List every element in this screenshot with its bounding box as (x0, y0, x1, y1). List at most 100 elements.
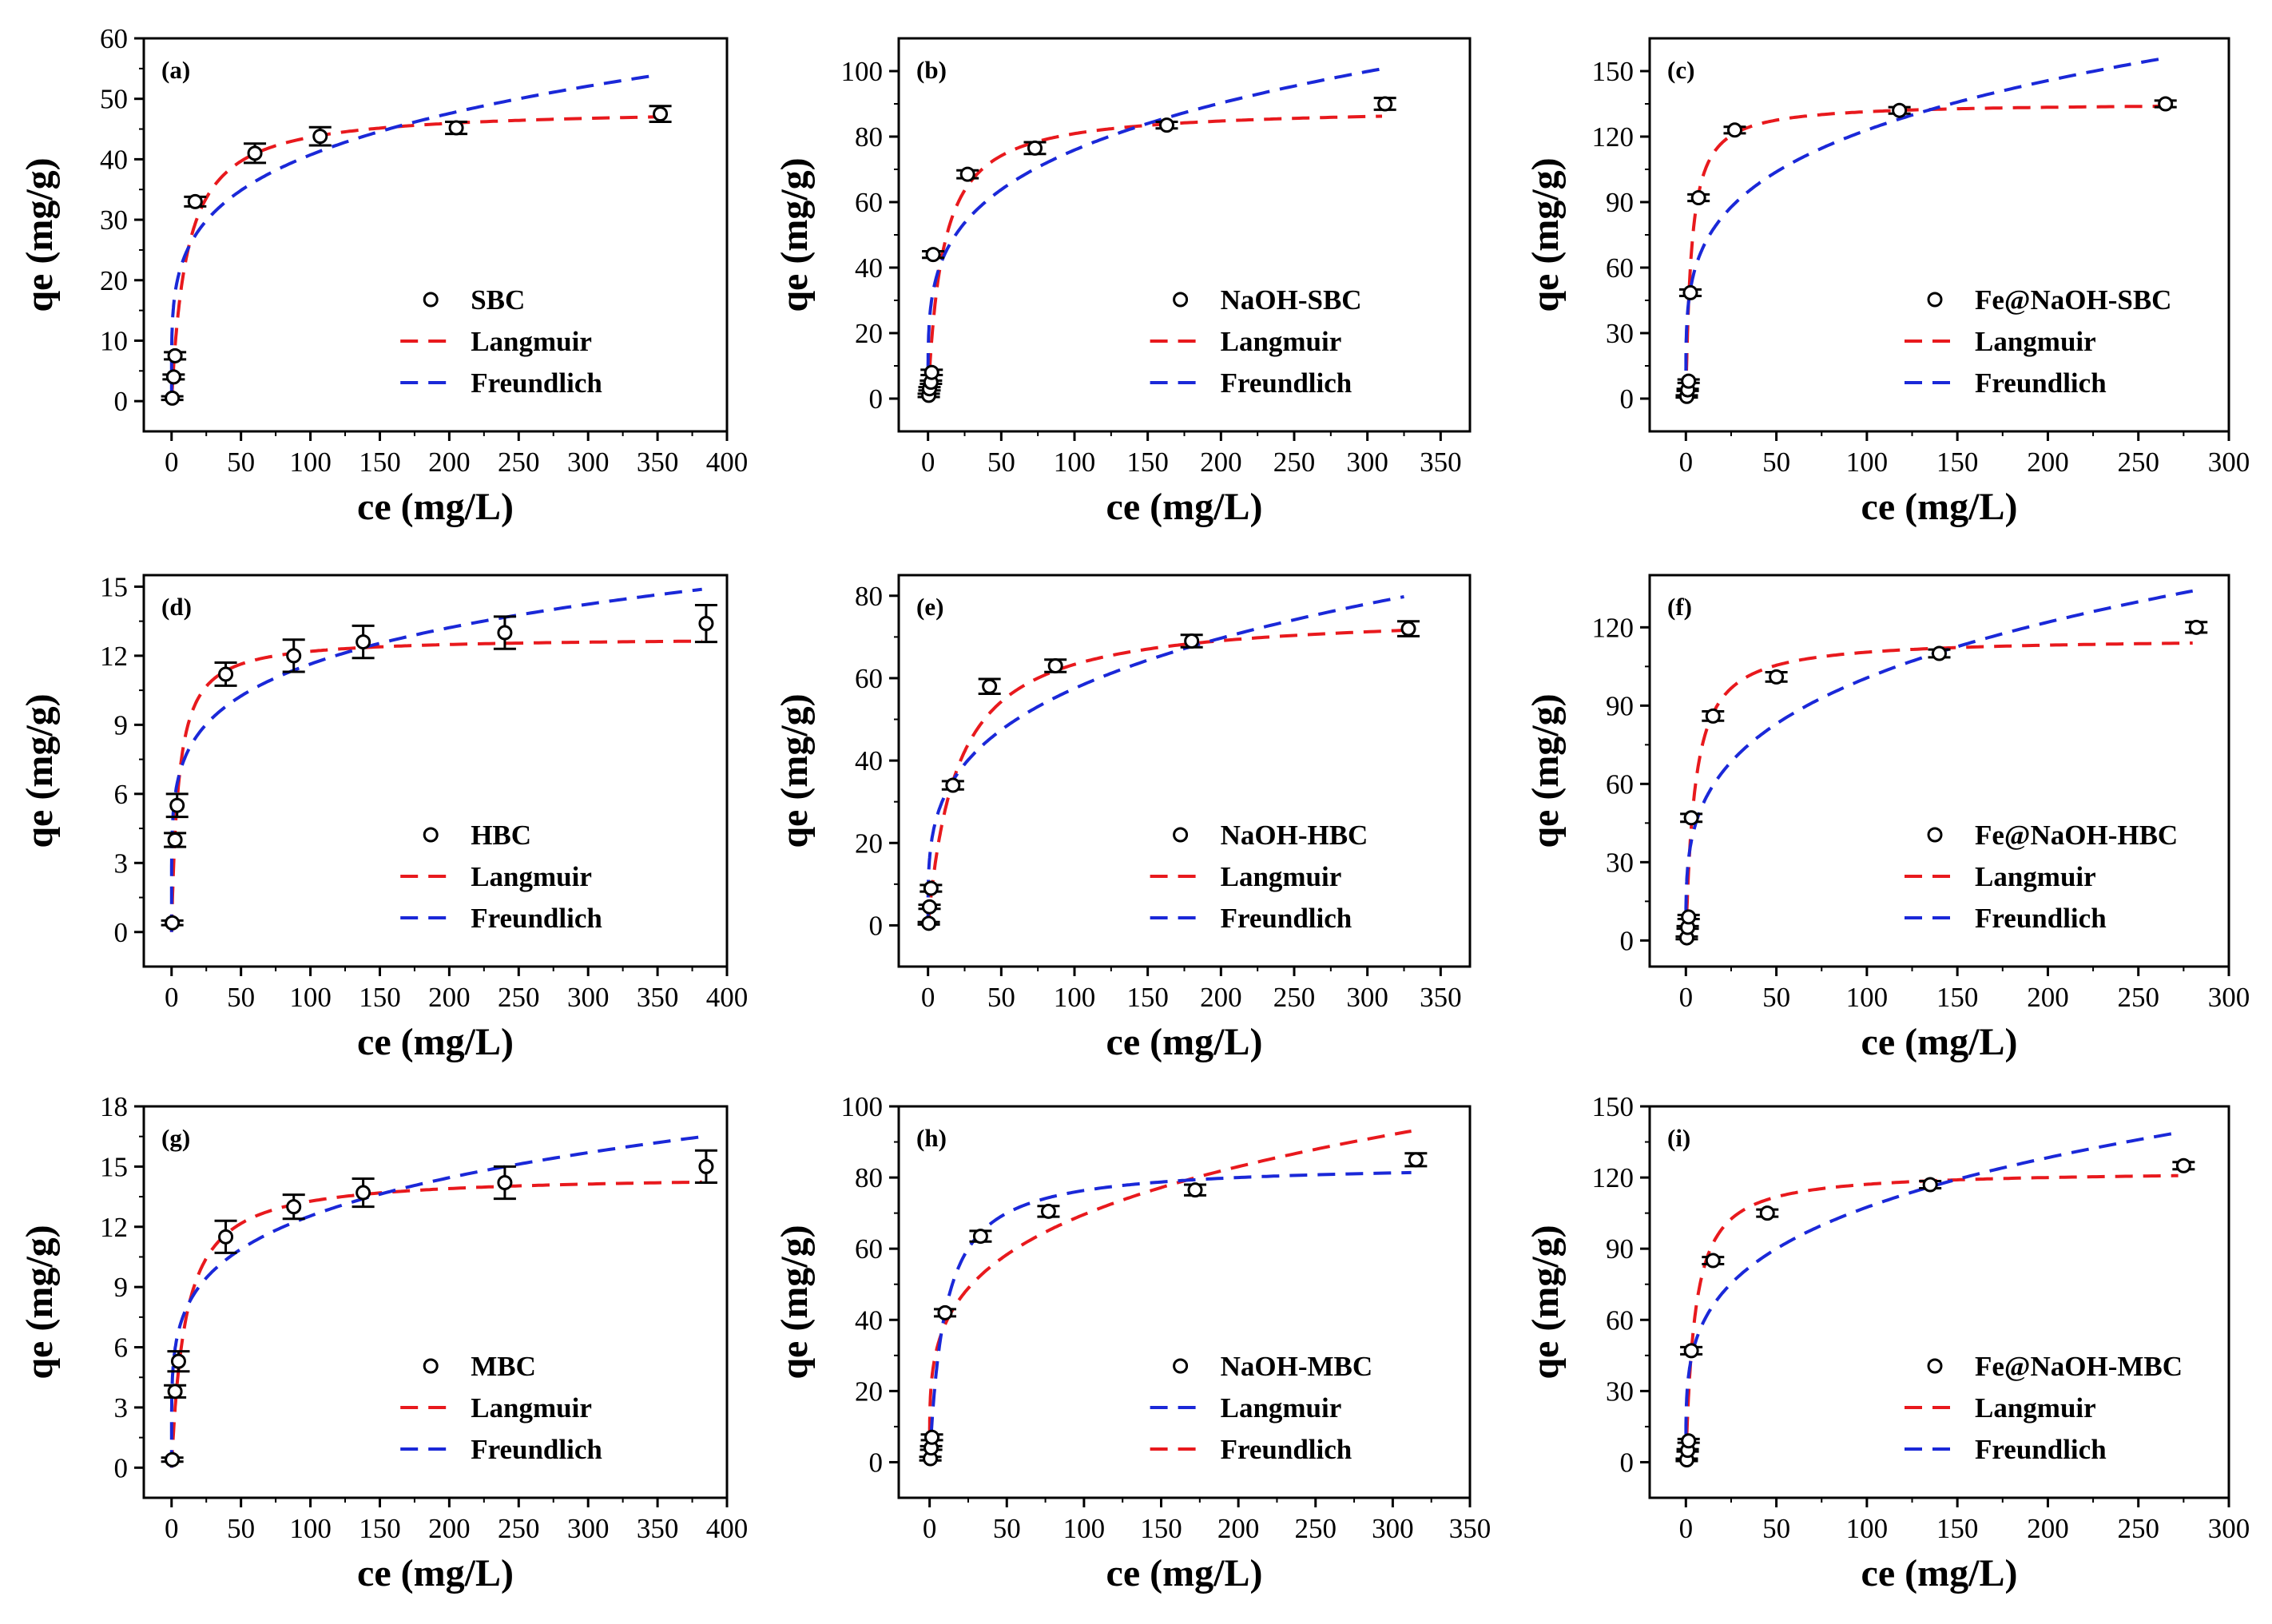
legend: MBC Langmuir Freundlich (400, 1351, 602, 1465)
x-tick-label: 350 (637, 1513, 679, 1544)
x-axis-label: ce (mg/L) (1106, 1552, 1263, 1594)
x-tick-label: 150 (1936, 982, 1979, 1013)
x-axis-label: ce (mg/L) (1861, 486, 2018, 528)
x-tick-label: 200 (2027, 447, 2069, 478)
y-tick-label: 20 (855, 318, 883, 349)
x-tick-label: 50 (227, 447, 255, 478)
data-point (1184, 633, 1200, 649)
legend-label-points: Fe@NaOH-HBC (1975, 820, 2178, 851)
y-tick-label: 120 (1592, 1162, 1634, 1193)
y-tick-label: 60 (855, 187, 883, 218)
y-axis-label: qe (mg/g) (18, 157, 61, 312)
x-tick-label: 50 (1762, 447, 1790, 478)
y-tick-label: 0 (869, 1447, 884, 1478)
y-tick-label: 20 (855, 828, 883, 859)
y-tick-label: 0 (114, 386, 129, 417)
legend-marker-points (423, 292, 439, 308)
data-point (170, 1353, 186, 1369)
y-tick-label: 150 (1592, 1091, 1634, 1122)
y-tick-label: 80 (855, 121, 883, 153)
blue-fit-curve-freundlich (1684, 1130, 2179, 1463)
x-tick-label: 400 (706, 982, 749, 1013)
legend-label-red: Langmuir (1221, 326, 1342, 357)
y-axis-label: qe (mg/g) (773, 157, 816, 312)
data-point (497, 625, 513, 641)
x-tick-label: 150 (1126, 982, 1169, 1013)
x-tick-label: 150 (359, 1513, 401, 1544)
red-fit-curve-langmuir (1684, 105, 2160, 399)
y-tick-label: 90 (1606, 187, 1634, 218)
y-axis-label: qe (mg/g) (1524, 693, 1567, 848)
data-point (1187, 1182, 1203, 1198)
y-tick-label: 9 (114, 1272, 129, 1303)
data-point (959, 166, 975, 182)
x-axis-label: ce (mg/L) (357, 486, 514, 528)
legend-label-points: SBC (471, 284, 525, 316)
x-tick-label: 50 (1762, 982, 1790, 1013)
x-tick-label: 350 (1420, 982, 1462, 1013)
data-point (923, 880, 939, 896)
y-tick-label: 60 (855, 663, 883, 694)
legend-label-blue: Freundlich (1975, 1434, 2107, 1465)
x-tick-label: 100 (1063, 1513, 1106, 1544)
x-tick-label: 0 (165, 1513, 179, 1544)
plot-frame (142, 37, 729, 433)
data-point (1726, 122, 1742, 138)
legend-label-blue: Freundlich (1221, 367, 1352, 399)
plot-frame (1648, 37, 2230, 433)
data-point (1892, 102, 1908, 118)
y-tick-label: 12 (100, 1212, 128, 1243)
data-point (165, 1451, 181, 1467)
plot-frame (142, 574, 729, 968)
legend-label-red: Freundlich (1221, 1434, 1352, 1465)
legend: NaOH-SBC Langmuir Freundlich (1150, 284, 1362, 399)
legend-label-red: Langmuir (471, 326, 592, 357)
x-tick-label: 350 (1420, 447, 1462, 478)
x-axis-label: ce (mg/L) (357, 1021, 514, 1063)
plot-frame (142, 1105, 729, 1499)
legend-label-blue: Freundlich (471, 903, 602, 934)
x-tick-label: 250 (2117, 1513, 2159, 1544)
x-tick-label: 50 (987, 982, 1015, 1013)
data-point (1040, 1203, 1056, 1219)
y-tick-label: 40 (855, 1304, 883, 1336)
panel-a: 0 50 100 150 200 250 300 350 400 0 10 20 30 40 50 60 ce … (18, 23, 748, 528)
data-point (165, 915, 181, 931)
data-point (165, 369, 181, 385)
y-tick-label: 0 (1620, 1447, 1634, 1478)
x-tick-label: 150 (1936, 1513, 1979, 1544)
x-tick-label: 200 (1200, 982, 1242, 1013)
y-tick-label: 15 (100, 571, 128, 602)
y-tick-label: 9 (114, 709, 129, 741)
x-tick-label: 100 (1054, 982, 1096, 1013)
y-tick-label: 6 (114, 779, 129, 810)
blue-fit-curve-freundlich (926, 67, 1383, 399)
legend: NaOH-HBC Langmuir Freundlich (1150, 820, 1368, 934)
y-tick-label: 150 (1592, 56, 1634, 87)
y-tick-label: 60 (1606, 1304, 1634, 1336)
data-point (355, 634, 371, 650)
data-point (2175, 1157, 2191, 1173)
data-point (1922, 1177, 1938, 1193)
y-tick-label: 80 (855, 581, 883, 612)
y-tick-label: 100 (841, 1091, 884, 1122)
legend-label-points: HBC (471, 820, 531, 851)
x-tick-label: 50 (227, 982, 255, 1013)
legend-label-red: Langmuir (1975, 326, 2096, 357)
red-fit-curve-langmuir (1684, 1173, 2179, 1463)
y-tick-label: 30 (100, 204, 128, 236)
y-tick-label: 50 (100, 84, 128, 115)
red-fit-curve-langmuir (926, 114, 1383, 399)
data-point (286, 1199, 302, 1215)
y-tick-label: 60 (855, 1233, 883, 1265)
y-axis-label: qe (mg/g) (773, 1225, 816, 1379)
data-point (1027, 140, 1043, 156)
legend-marker-points (423, 827, 439, 843)
x-tick-label: 150 (1126, 447, 1169, 478)
data-point (1769, 669, 1785, 685)
x-axis-label: ce (mg/L) (357, 1552, 514, 1594)
data-point (937, 1304, 953, 1320)
data-point (653, 106, 669, 122)
x-tick-label: 100 (1846, 982, 1889, 1013)
